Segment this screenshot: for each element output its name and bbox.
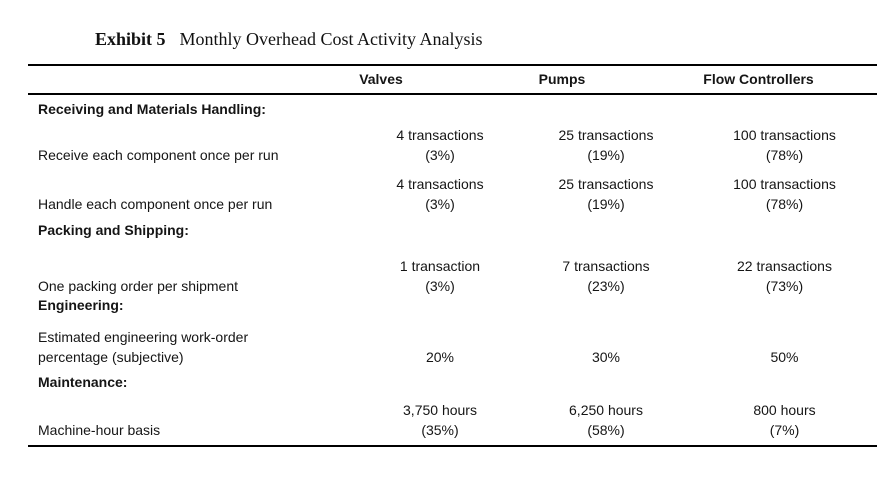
value-line: 800 hours [753, 402, 816, 418]
exhibit-title-text: Monthly Overhead Cost Activity Analysis [179, 29, 483, 49]
value-line: (35%) [421, 422, 459, 438]
row-label: One packing order per shipment [38, 278, 238, 294]
cell-pumps: 30% [520, 314, 692, 369]
value-line: (78%) [765, 147, 804, 163]
value-line: 30% [591, 349, 621, 365]
cell-pumps: 6,250 hours (58%) [520, 391, 692, 446]
section-row-packing: Packing and Shipping: [28, 216, 877, 239]
section-heading: Engineering: [38, 297, 124, 313]
row-label: Machine-hour basis [38, 422, 161, 438]
col-header-valves: Valves [359, 65, 520, 95]
table-row-packing-order: One packing order per shipment 1 transac… [28, 239, 877, 296]
cell-pumps: 25 transactions (19%) [520, 118, 692, 167]
value-line: 50% [770, 349, 799, 365]
row-label: Receive each component once per run [38, 147, 279, 163]
value-line: (7%) [769, 422, 800, 438]
value-line: (19%) [587, 196, 625, 212]
col-header-flow-controllers: Flow Controllers [692, 65, 877, 95]
table-row-handle-component: Handle each component once per run 4 tra… [28, 167, 877, 216]
cell-flow-controllers: 22 transactions (73%) [692, 239, 877, 296]
value-line: 20% [425, 349, 455, 365]
value-line: 6,250 hours [569, 402, 643, 418]
cell-valves: 4 transactions (3%) [360, 118, 520, 167]
value-line: 4 transactions [396, 176, 484, 192]
value-line: 22 transactions [737, 258, 832, 274]
value-line: (3%) [425, 278, 455, 294]
cell-valves: 1 transaction (3%) [360, 239, 520, 296]
value-line: 3,750 hours [403, 402, 477, 418]
section-row-maintenance: Maintenance: [28, 369, 877, 391]
section-row-receiving: Receiving and Materials Handling: [28, 94, 877, 118]
overhead-cost-table: Valves Pumps Flow Controllers Receiving … [28, 64, 877, 447]
value-line: 7 transactions [562, 258, 650, 274]
value-line: (3%) [425, 147, 455, 163]
cell-pumps: 7 transactions (23%) [520, 239, 692, 296]
value-line: (78%) [765, 196, 804, 212]
col-header-pumps: Pumps [520, 65, 692, 95]
value-line: 1 transaction [399, 258, 481, 274]
value-line: (3%) [425, 196, 455, 212]
col-header-empty [28, 65, 360, 95]
row-label: Estimated engineering work-order percent… [38, 329, 249, 365]
value-line: (23%) [587, 278, 625, 294]
value-line: (19%) [587, 147, 625, 163]
value-line: (58%) [587, 422, 625, 438]
exhibit-label: Exhibit 5 [95, 29, 166, 49]
table-row-receive-component: Receive each component once per run 4 tr… [28, 118, 877, 167]
table-header-row: Valves Pumps Flow Controllers [28, 65, 877, 95]
value-line: 100 transactions [733, 127, 836, 143]
value-line: 25 transactions [558, 176, 654, 192]
section-row-engineering: Engineering: [28, 296, 877, 314]
cell-flow-controllers: 100 transactions (78%) [692, 118, 877, 167]
row-label: Handle each component once per run [38, 196, 273, 212]
cell-flow-controllers: 800 hours (7%) [692, 391, 877, 446]
value-line: (73%) [765, 278, 804, 294]
value-line: 25 transactions [558, 127, 654, 143]
section-heading: Packing and Shipping: [38, 222, 189, 238]
cell-valves: 4 transactions (3%) [360, 167, 520, 216]
value-line: 100 transactions [733, 176, 836, 192]
cell-flow-controllers: 50% [692, 314, 877, 369]
table-row-machine-hour: Machine-hour basis 3,750 hours (35%) 6,2… [28, 391, 877, 446]
section-heading: Maintenance: [38, 374, 128, 390]
cell-valves: 20% [360, 314, 520, 369]
value-line: 4 transactions [396, 127, 484, 143]
table-row-engineering-workorder: Estimated engineering work-order percent… [28, 314, 877, 369]
cell-pumps: 25 transactions (19%) [520, 167, 692, 216]
cell-flow-controllers: 100 transactions (78%) [692, 167, 877, 216]
section-heading: Receiving and Materials Handling: [38, 101, 266, 117]
cell-valves: 3,750 hours (35%) [360, 391, 520, 446]
exhibit-title: Exhibit 5 Monthly Overhead Cost Activity … [95, 28, 483, 50]
